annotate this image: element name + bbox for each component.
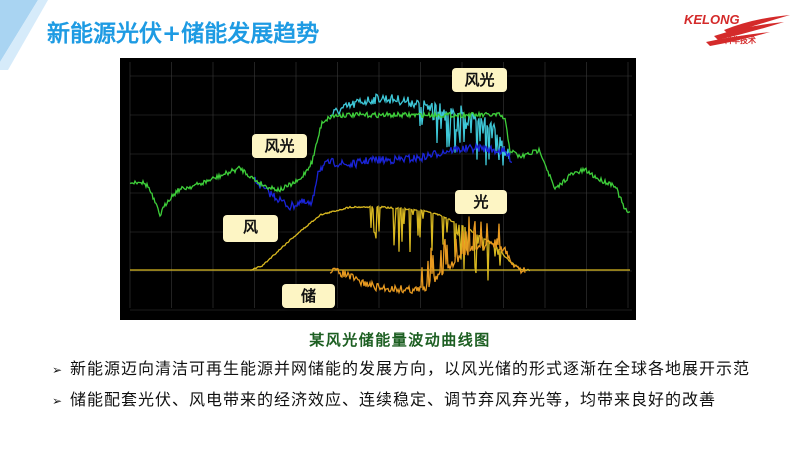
corner-decoration [0, 0, 48, 70]
logo-swoosh-icon [706, 15, 790, 46]
bullet-text: 新能源迈向清洁可再生能源并网储能的发展方向，以风光储的形式逐渐在全球各地展开示范 [70, 359, 751, 378]
wind-solar-raw-line [329, 93, 511, 166]
company-logo: KELONG 科华技术 [684, 10, 794, 50]
bullet-item-1: ➢ 新能源迈向清洁可再生能源并网储能的发展方向，以风光储的形式逐渐在全球各地展开示… [52, 355, 750, 379]
wind-line [254, 141, 513, 212]
logo-subtitle: 科华技术 [724, 36, 756, 45]
storage-line [329, 216, 526, 295]
wind-solar-line [129, 110, 631, 218]
solar-line [249, 205, 531, 281]
figure-caption: 某风光储能量波动曲线图 [309, 331, 491, 349]
chart-plot [129, 62, 632, 311]
arrow-bullet-icon: ➢ [52, 394, 64, 408]
arrow-bullet-icon: ➢ [52, 363, 64, 377]
callout-solar: 光 [455, 190, 507, 214]
fluctuation-chart-image: 风光 风光 风 光 储 [120, 58, 636, 320]
logo-brand: KELONG [684, 12, 740, 27]
callout-wind: 风 [223, 215, 278, 242]
bullet-text: 储能配套光伏、风电带来的经济效应、连续稳定、调节弃风弃光等，均带来良好的改善 [70, 390, 717, 409]
callout-wind-solar-top: 风光 [452, 68, 507, 92]
callout-wind-solar-left: 风光 [252, 134, 307, 158]
slide-title: 新能源光伏+储能发展趋势 [47, 21, 320, 47]
bullet-item-2: ➢ 储能配套光伏、风电带来的经济效应、连续稳定、调节弃风弃光等，均带来良好的改善 [52, 386, 716, 410]
callout-storage: 储 [282, 284, 335, 308]
